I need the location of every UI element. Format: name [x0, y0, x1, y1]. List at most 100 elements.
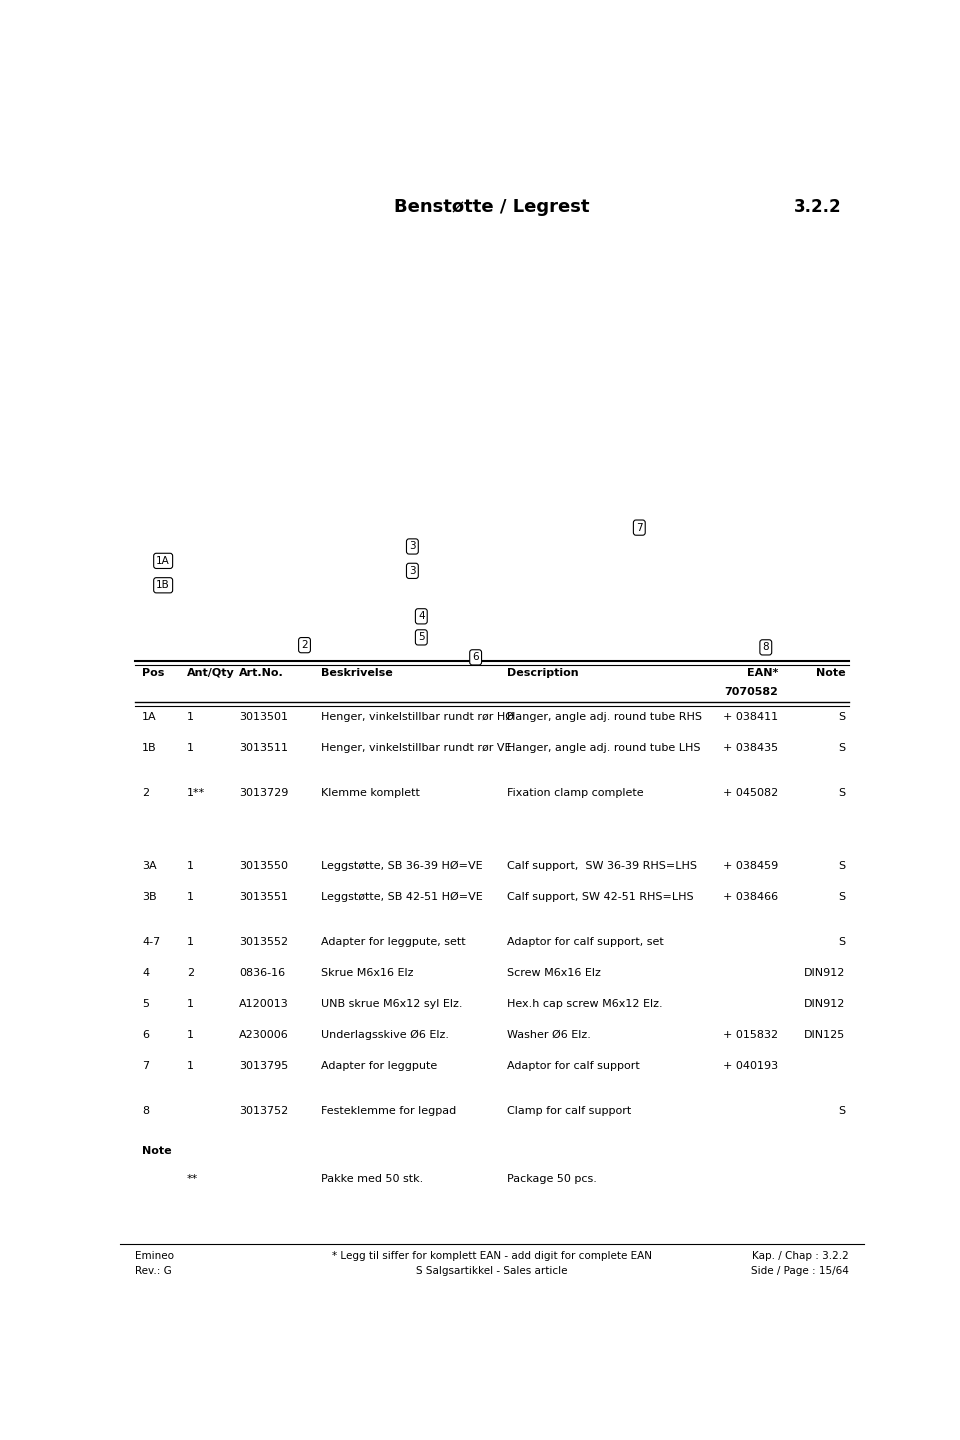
Text: 3B: 3B	[142, 891, 156, 901]
Text: Adaptor for calf support: Adaptor for calf support	[507, 1061, 639, 1071]
Text: EAN*: EAN*	[747, 668, 779, 678]
Text: Pakke med 50 stk.: Pakke med 50 stk.	[321, 1174, 423, 1184]
Text: Hanger, angle adj. round tube RHS: Hanger, angle adj. round tube RHS	[507, 711, 702, 721]
Text: 3013551: 3013551	[239, 891, 288, 901]
Text: 6: 6	[472, 652, 479, 662]
Text: DIN912: DIN912	[804, 968, 846, 978]
Text: 3013752: 3013752	[239, 1106, 288, 1116]
Text: 5: 5	[142, 999, 150, 1009]
Text: + 038411: + 038411	[723, 711, 779, 721]
Text: Henger, vinkelstillbar rundt rør HØ: Henger, vinkelstillbar rundt rør HØ	[321, 711, 514, 721]
Text: + 040193: + 040193	[723, 1061, 779, 1071]
Text: S: S	[838, 743, 846, 753]
Text: 0836-16: 0836-16	[239, 968, 285, 978]
Text: 1: 1	[187, 743, 194, 753]
Text: Calf support,  SW 36-39 RHS=LHS: Calf support, SW 36-39 RHS=LHS	[507, 861, 697, 871]
Text: Emineo: Emineo	[134, 1250, 174, 1260]
Text: Side / Page : 15/64: Side / Page : 15/64	[752, 1266, 849, 1276]
Text: 4: 4	[142, 968, 150, 978]
Text: 3: 3	[409, 566, 416, 576]
Text: Leggstøtte, SB 42-51 HØ=VE: Leggstøtte, SB 42-51 HØ=VE	[321, 891, 483, 901]
Text: 3013729: 3013729	[239, 788, 288, 798]
Text: 1: 1	[187, 891, 194, 901]
Text: 3013552: 3013552	[239, 937, 288, 946]
Text: 3.2.2: 3.2.2	[794, 199, 842, 216]
Text: 1A: 1A	[156, 556, 170, 566]
Text: DIN912: DIN912	[804, 999, 846, 1009]
Text: 1B: 1B	[142, 743, 156, 753]
Text: 2: 2	[142, 788, 150, 798]
Text: A120013: A120013	[239, 999, 289, 1009]
Text: 3: 3	[409, 541, 416, 552]
Text: 1: 1	[187, 937, 194, 946]
Text: 1: 1	[187, 711, 194, 721]
Text: UNB skrue M6x12 syl Elz.: UNB skrue M6x12 syl Elz.	[321, 999, 463, 1009]
Text: Hex.h cap screw M6x12 Elz.: Hex.h cap screw M6x12 Elz.	[507, 999, 662, 1009]
Text: 8: 8	[142, 1106, 150, 1116]
Text: 3013501: 3013501	[239, 711, 288, 721]
Text: 3013550: 3013550	[239, 861, 288, 871]
Text: + 038459: + 038459	[723, 861, 779, 871]
Text: Beskrivelse: Beskrivelse	[321, 668, 393, 678]
Text: 3A: 3A	[142, 861, 156, 871]
Text: 7070582: 7070582	[725, 687, 779, 697]
Text: Pos: Pos	[142, 668, 165, 678]
Text: S: S	[838, 861, 846, 871]
Text: 8: 8	[762, 642, 769, 652]
Text: 1: 1	[187, 1030, 194, 1040]
Text: S: S	[838, 937, 846, 946]
Text: DIN125: DIN125	[804, 1030, 846, 1040]
Text: Art.No.: Art.No.	[239, 668, 284, 678]
Text: Package 50 pcs.: Package 50 pcs.	[507, 1174, 597, 1184]
Text: Festeklemme for legpad: Festeklemme for legpad	[321, 1106, 456, 1116]
Text: Ant/Qty: Ant/Qty	[187, 668, 234, 678]
Text: S: S	[838, 711, 846, 721]
Text: 1B: 1B	[156, 580, 170, 590]
Text: Screw M6x16 Elz: Screw M6x16 Elz	[507, 968, 601, 978]
Text: Adaptor for calf support, set: Adaptor for calf support, set	[507, 937, 663, 946]
Text: 1: 1	[187, 999, 194, 1009]
Text: Clamp for calf support: Clamp for calf support	[507, 1106, 631, 1116]
Text: * Legg til siffer for komplett EAN - add digit for complete EAN: * Legg til siffer for komplett EAN - add…	[332, 1250, 652, 1260]
Text: 7: 7	[142, 1061, 150, 1071]
Text: 1A: 1A	[142, 711, 156, 721]
Text: + 038466: + 038466	[723, 891, 779, 901]
Text: 3013795: 3013795	[239, 1061, 288, 1071]
Text: Skrue M6x16 Elz: Skrue M6x16 Elz	[321, 968, 414, 978]
Text: S: S	[838, 1106, 846, 1116]
Text: Rev.: G: Rev.: G	[134, 1266, 172, 1276]
Text: S: S	[838, 891, 846, 901]
Text: 2: 2	[301, 641, 308, 649]
Text: Kap. / Chap : 3.2.2: Kap. / Chap : 3.2.2	[753, 1250, 849, 1260]
Text: Leggstøtte, SB 36-39 HØ=VE: Leggstøtte, SB 36-39 HØ=VE	[321, 861, 483, 871]
Text: 2: 2	[187, 968, 194, 978]
Text: 3013511: 3013511	[239, 743, 288, 753]
Text: Note: Note	[142, 1146, 172, 1156]
Text: Fixation clamp complete: Fixation clamp complete	[507, 788, 643, 798]
Text: A230006: A230006	[239, 1030, 289, 1040]
Text: Description: Description	[507, 668, 579, 678]
Text: 7: 7	[636, 523, 642, 533]
Text: 6: 6	[142, 1030, 150, 1040]
Text: Hanger, angle adj. round tube LHS: Hanger, angle adj. round tube LHS	[507, 743, 701, 753]
Text: Henger, vinkelstillbar rundt rør VE: Henger, vinkelstillbar rundt rør VE	[321, 743, 512, 753]
Text: Note: Note	[816, 668, 846, 678]
Text: Underlagsskive Ø6 Elz.: Underlagsskive Ø6 Elz.	[321, 1030, 449, 1040]
Text: Calf support, SW 42-51 RHS=LHS: Calf support, SW 42-51 RHS=LHS	[507, 891, 693, 901]
Text: 1**: 1**	[187, 788, 205, 798]
Text: 1: 1	[187, 1061, 194, 1071]
Text: + 038435: + 038435	[723, 743, 779, 753]
Text: S: S	[838, 788, 846, 798]
Text: + 045082: + 045082	[723, 788, 779, 798]
Text: 4-7: 4-7	[142, 937, 160, 946]
Text: Benstøtte / Legrest: Benstøtte / Legrest	[395, 199, 589, 216]
Text: **: **	[187, 1174, 198, 1184]
Text: S Salgsartikkel - Sales article: S Salgsartikkel - Sales article	[417, 1266, 567, 1276]
Text: Adapter for leggpute, sett: Adapter for leggpute, sett	[321, 937, 466, 946]
Text: Washer Ø6 Elz.: Washer Ø6 Elz.	[507, 1030, 590, 1040]
Text: Adapter for leggpute: Adapter for leggpute	[321, 1061, 437, 1071]
Text: 5: 5	[418, 632, 424, 642]
Text: + 015832: + 015832	[723, 1030, 779, 1040]
Text: 1: 1	[187, 861, 194, 871]
Text: Klemme komplett: Klemme komplett	[321, 788, 420, 798]
